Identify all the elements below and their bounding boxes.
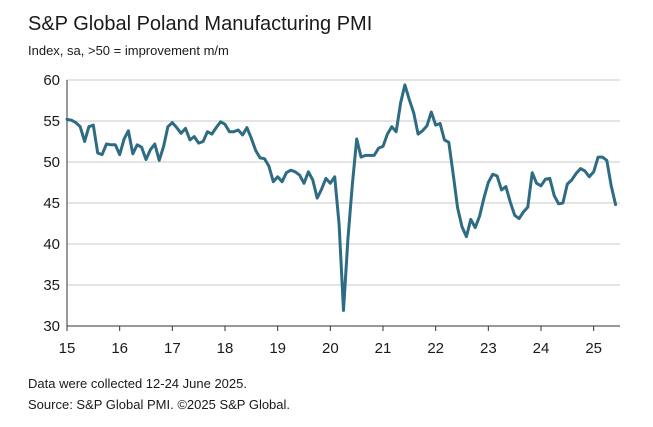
series-layer [65, 83, 618, 312]
data-collection-note: Data were collected 12-24 June 2025. [28, 376, 247, 391]
y-tick-label: 55 [43, 113, 60, 130]
y-tick-label: 40 [43, 236, 60, 253]
x-tick-label: 22 [427, 340, 444, 357]
x-tick-labels: 15 16 17 18 19 20 21 22 23 24 25 [59, 340, 602, 357]
x-tick-label: 24 [533, 340, 550, 357]
x-tick-label: 23 [480, 340, 497, 357]
y-tick-label: 30 [43, 318, 60, 335]
x-tick-label: 17 [164, 340, 181, 357]
x-tick-label: 15 [59, 340, 76, 357]
x-tick-label: 18 [217, 340, 234, 357]
axes [66, 80, 620, 331]
chart-title: S&P Global Poland Manufacturing PMI [28, 13, 373, 35]
series-line-pmi [65, 83, 618, 312]
x-tick-label: 16 [111, 340, 128, 357]
y-tick-labels: 30 35 40 45 50 55 60 [43, 72, 60, 335]
chart-subtitle: Index, sa, >50 = improvement m/m [28, 43, 229, 58]
x-tick-label: 25 [585, 340, 602, 357]
y-tick-label: 45 [43, 195, 60, 212]
y-tick-label: 35 [43, 277, 60, 294]
y-tick-label: 60 [43, 72, 60, 89]
x-tick-label: 20 [322, 340, 339, 357]
source-note: Source: S&P Global PMI. ©2025 S&P Global… [28, 397, 291, 412]
pmi-line-chart: 30 35 40 45 50 55 60 15 16 17 18 19 20 21 22 23 24 25 [43, 72, 620, 357]
x-tick-label: 21 [375, 340, 392, 357]
x-tick-label: 19 [269, 340, 286, 357]
y-tick-label: 50 [43, 154, 60, 171]
